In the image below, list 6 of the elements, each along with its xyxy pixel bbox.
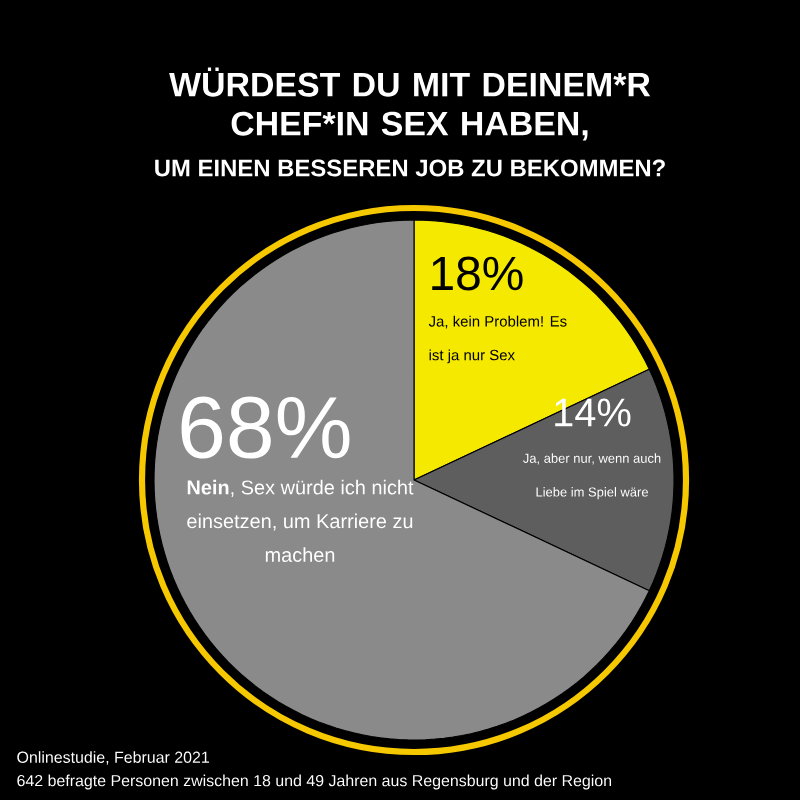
data-label: 68% (181, 396, 350, 459)
chart-subtitle: UM EINEN BESSEREN JOB ZU BEKOMMEN? (155, 159, 665, 177)
data-label: 14% (555, 398, 631, 427)
data-label: 18% (432, 256, 523, 291)
slice-label: Nein, Sex würde ich nicht einsetzen, um Karriere zu machen (187, 479, 414, 562)
chart-title: WÜRDEST DU MIT DEINEM*R CHEF*IN SEX HABEN, (169, 67, 651, 141)
